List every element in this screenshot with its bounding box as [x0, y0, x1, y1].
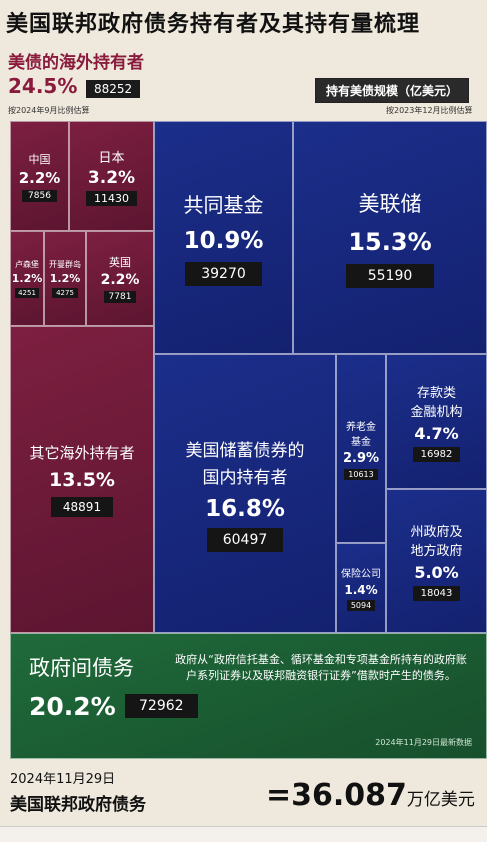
cell-deposit-institutions: 存款类 金融机构 4.7% 16982	[386, 354, 487, 489]
pension-label-2: 基金	[351, 436, 371, 448]
footer-label: 美国联邦政府债务	[10, 795, 146, 815]
pension-label-1: 养老金	[346, 421, 376, 433]
gov-pct: 20.2%	[29, 692, 116, 721]
uk-label: 英国	[109, 256, 131, 269]
cell-other-foreign: 其它海外持有者 13.5% 48891	[10, 326, 154, 633]
deposit-pct: 4.7%	[414, 423, 459, 443]
foreign-holders-pct: 24.5%	[8, 74, 78, 98]
cell-insurance: 保险公司 1.4% 5094	[336, 543, 386, 633]
savings-label-1: 美国储蓄债券的	[185, 440, 305, 461]
insurance-value: 5094	[346, 600, 376, 611]
cell-china: 中国 2.2% 7856	[10, 121, 69, 231]
china-value: 7856	[22, 189, 57, 202]
cell-cayman: 开曼群岛 1.2% 4275	[44, 231, 86, 326]
page-title: 美国联邦政府债务持有者及其持有量梳理	[6, 12, 421, 37]
bottom-strip	[0, 826, 487, 842]
fed-label: 美联储	[358, 191, 422, 216]
japan-value: 11430	[86, 190, 137, 206]
cayman-value: 4275	[52, 288, 78, 298]
other-foreign-value: 48891	[50, 497, 114, 517]
footer-total: =36.087万亿美元	[266, 778, 475, 813]
fed-value: 55190	[345, 263, 435, 288]
footer-total-unit: 万亿美元	[406, 790, 475, 810]
cell-fed: 美联储 15.3% 55190	[293, 121, 487, 354]
uk-value: 7781	[103, 291, 137, 303]
lux-pct: 1.2%	[11, 272, 43, 285]
insurance-label: 保险公司	[341, 569, 381, 580]
gov-label: 政府间债务	[29, 656, 134, 680]
cayman-pct: 1.2%	[49, 272, 81, 285]
cell-japan: 日本 3.2% 11430	[69, 121, 154, 231]
legend-label: 持有美债规模（亿美元）	[315, 78, 470, 103]
footer-total-value: =36.087	[266, 778, 407, 813]
footer-date: 2024年11月29日	[10, 772, 116, 787]
data-date-note: 2024年11月29日最新数据	[375, 738, 472, 747]
state-value: 18043	[412, 586, 461, 601]
other-foreign-label: 其它海外持有者	[29, 444, 135, 462]
treemap: 中国 2.2% 7856 日本 3.2% 11430 卢森堡 1.2% 4251…	[10, 121, 487, 759]
cell-state-local: 州政府及 地方政府 5.0% 18043	[386, 489, 487, 633]
deposit-label-2: 金融机构	[410, 404, 463, 420]
cayman-label: 开曼群岛	[49, 260, 81, 269]
japan-pct: 3.2%	[87, 167, 136, 188]
gov-value: 72962	[125, 694, 198, 718]
china-label: 中国	[28, 152, 51, 166]
mutual-funds-value: 39270	[185, 262, 262, 286]
gov-description: 政府从“政府信托基金、循环基金和专项基金所持有的政府账户系列证券以及联邦融资银行…	[175, 653, 467, 682]
mutual-funds-pct: 10.9%	[183, 228, 264, 254]
lux-label: 卢森堡	[15, 260, 39, 269]
state-label-2: 地方政府	[410, 544, 463, 559]
savings-label-2: 国内持有者	[202, 467, 288, 488]
deposit-value: 16982	[412, 446, 461, 462]
savings-value: 60497	[206, 527, 284, 552]
china-pct: 2.2%	[18, 168, 61, 187]
fed-pct: 15.3%	[348, 227, 432, 256]
pension-value: 10613	[344, 468, 378, 480]
deposit-label-1: 存款类	[416, 385, 456, 401]
note-right: 按2023年12月比例估算	[386, 106, 473, 115]
foreign-holders-value: 88252	[86, 80, 141, 98]
cell-savings-bonds: 美国储蓄债券的 国内持有者 16.8% 60497	[154, 354, 336, 633]
savings-pct: 16.8%	[205, 495, 285, 522]
lux-value: 4251	[15, 288, 39, 298]
state-label-1: 州政府及	[410, 525, 463, 540]
mutual-funds-label: 共同基金	[183, 193, 264, 217]
other-foreign-pct: 13.5%	[49, 469, 115, 491]
uk-pct: 2.2%	[100, 272, 140, 288]
insurance-pct: 1.4%	[344, 583, 378, 597]
cell-intragovernmental: 政府间债务 20.2% 72962 政府从“政府信托基金、循环基金和专项基金所持…	[10, 633, 487, 759]
japan-label: 日本	[98, 150, 125, 166]
foreign-holders-subtitle: 美债的海外持有者	[8, 53, 144, 73]
note-left: 按2024年9月比例估算	[8, 106, 90, 115]
state-pct: 5.0%	[414, 563, 459, 582]
cell-uk: 英国 2.2% 7781	[86, 231, 154, 326]
cell-mutual-funds: 共同基金 10.9% 39270	[154, 121, 293, 354]
cell-pension: 养老金 基金 2.9% 10613	[336, 354, 386, 543]
cell-luxembourg: 卢森堡 1.2% 4251	[10, 231, 44, 326]
pension-pct: 2.9%	[342, 450, 380, 466]
